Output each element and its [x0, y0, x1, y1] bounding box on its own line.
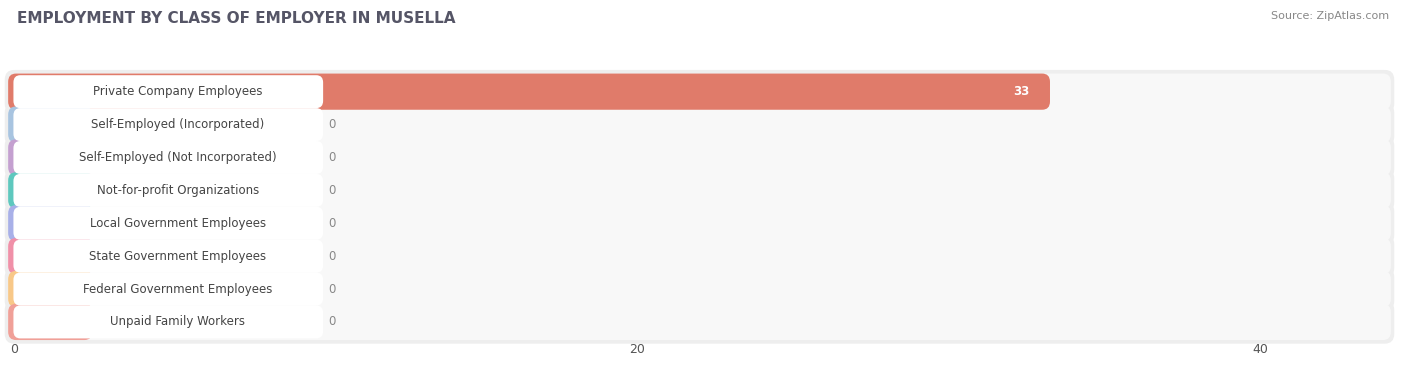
FancyBboxPatch shape: [4, 70, 1395, 114]
FancyBboxPatch shape: [14, 108, 323, 141]
Text: Self-Employed (Not Incorporated): Self-Employed (Not Incorporated): [79, 151, 277, 164]
Text: 0: 0: [329, 250, 336, 263]
FancyBboxPatch shape: [8, 74, 1050, 110]
FancyBboxPatch shape: [8, 304, 1391, 340]
Text: Local Government Employees: Local Government Employees: [90, 217, 266, 230]
FancyBboxPatch shape: [8, 205, 1391, 241]
Text: Not-for-profit Organizations: Not-for-profit Organizations: [97, 184, 259, 197]
Text: Source: ZipAtlas.com: Source: ZipAtlas.com: [1271, 11, 1389, 21]
FancyBboxPatch shape: [8, 139, 1391, 176]
FancyBboxPatch shape: [8, 106, 1391, 143]
FancyBboxPatch shape: [4, 300, 1395, 344]
FancyBboxPatch shape: [4, 202, 1395, 245]
FancyBboxPatch shape: [8, 172, 1391, 208]
FancyBboxPatch shape: [14, 75, 323, 108]
FancyBboxPatch shape: [14, 240, 323, 273]
FancyBboxPatch shape: [8, 139, 93, 176]
Text: EMPLOYMENT BY CLASS OF EMPLOYER IN MUSELLA: EMPLOYMENT BY CLASS OF EMPLOYER IN MUSEL…: [17, 11, 456, 26]
FancyBboxPatch shape: [8, 238, 1391, 274]
FancyBboxPatch shape: [4, 168, 1395, 212]
Text: 0: 0: [329, 151, 336, 164]
Text: 33: 33: [1014, 85, 1029, 98]
FancyBboxPatch shape: [14, 207, 323, 240]
Text: 0: 0: [329, 118, 336, 131]
FancyBboxPatch shape: [8, 271, 93, 307]
Text: 0: 0: [329, 217, 336, 230]
FancyBboxPatch shape: [8, 238, 93, 274]
Text: Federal Government Employees: Federal Government Employees: [83, 282, 273, 296]
FancyBboxPatch shape: [4, 103, 1395, 146]
FancyBboxPatch shape: [8, 304, 93, 340]
FancyBboxPatch shape: [4, 136, 1395, 179]
Text: State Government Employees: State Government Employees: [89, 250, 266, 263]
Text: 0: 0: [329, 315, 336, 329]
Text: Self-Employed (Incorporated): Self-Employed (Incorporated): [91, 118, 264, 131]
Text: 0: 0: [329, 184, 336, 197]
Text: 0: 0: [329, 282, 336, 296]
FancyBboxPatch shape: [14, 174, 323, 207]
FancyBboxPatch shape: [14, 305, 323, 338]
FancyBboxPatch shape: [8, 205, 93, 241]
FancyBboxPatch shape: [8, 271, 1391, 307]
FancyBboxPatch shape: [14, 141, 323, 174]
FancyBboxPatch shape: [8, 172, 93, 208]
FancyBboxPatch shape: [8, 74, 1391, 110]
FancyBboxPatch shape: [8, 106, 93, 143]
Text: Unpaid Family Workers: Unpaid Family Workers: [110, 315, 245, 329]
Text: Private Company Employees: Private Company Employees: [93, 85, 263, 98]
FancyBboxPatch shape: [4, 267, 1395, 311]
FancyBboxPatch shape: [14, 273, 323, 305]
FancyBboxPatch shape: [4, 235, 1395, 278]
